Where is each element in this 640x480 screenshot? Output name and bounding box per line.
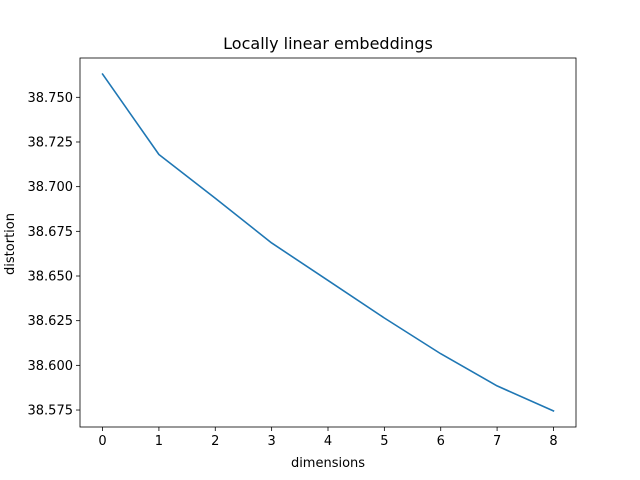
y-tick-label: 38.700 bbox=[28, 180, 74, 195]
x-tick-label: 1 bbox=[155, 434, 163, 449]
y-tick-label: 38.600 bbox=[28, 359, 74, 374]
y-tick-label: 38.625 bbox=[28, 314, 74, 329]
x-axis-label: dimensions bbox=[291, 456, 365, 471]
plot-frame bbox=[79, 57, 577, 428]
y-tick-label: 38.725 bbox=[28, 135, 74, 150]
y-tick-label: 38.750 bbox=[28, 91, 74, 106]
x-tick-label: 8 bbox=[549, 434, 557, 449]
x-tick-label: 0 bbox=[98, 434, 106, 449]
y-tick-label: 38.650 bbox=[28, 270, 74, 285]
x-tick-label: 7 bbox=[493, 434, 501, 449]
y-tick-label: 38.575 bbox=[28, 404, 74, 419]
x-tick-label: 3 bbox=[267, 434, 275, 449]
series-line bbox=[101, 72, 555, 412]
chart-title: Locally linear embeddings bbox=[223, 34, 433, 53]
x-tick-label: 4 bbox=[324, 434, 332, 449]
plot-layer: 0 1 2 3 4 5 6 7 8 38.575 38.600 38.625 38.650 38.675 3… bbox=[28, 57, 577, 449]
x-tick-label: 5 bbox=[380, 434, 388, 449]
y-axis-label: distortion bbox=[3, 213, 18, 275]
y-tick-label: 38.675 bbox=[28, 225, 74, 240]
x-tick-label: 6 bbox=[437, 434, 445, 449]
x-tick-label: 2 bbox=[211, 434, 219, 449]
